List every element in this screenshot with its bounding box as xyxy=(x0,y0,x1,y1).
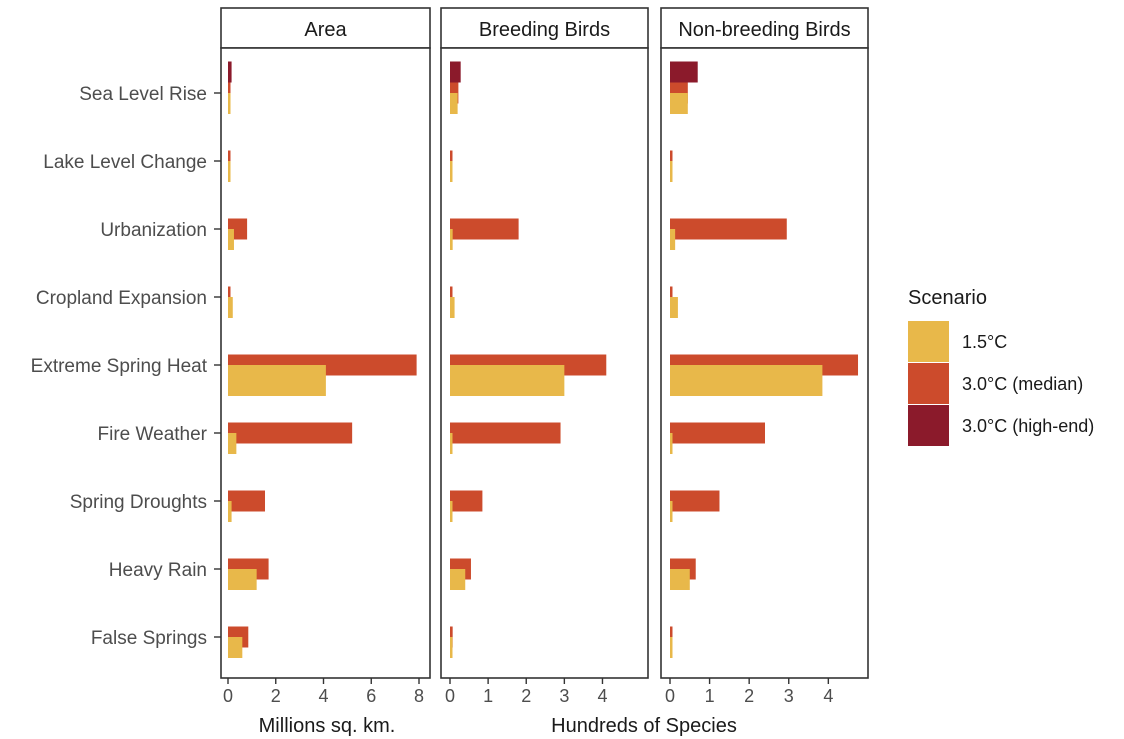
panels: Area Sea Level Rise — 3.0°C (high-end): 0… xyxy=(220,7,869,706)
bar: Spring Droughts — 3.0°C (median): 1.55 xyxy=(228,490,266,512)
bar: Urbanization — 3.0°C (median): 2.95 xyxy=(670,218,787,240)
x-tick-label: 8 xyxy=(414,686,424,706)
category-label: Fire Weather xyxy=(98,424,208,445)
x-tick-label: 1 xyxy=(483,686,493,706)
x-tick-label: 0 xyxy=(445,686,455,706)
x-tick-label: 3 xyxy=(784,686,794,706)
x-tick-label: 2 xyxy=(271,686,281,706)
x-tick-label: 0 xyxy=(665,686,675,706)
bar: Spring Droughts — 1.5°C: 0.15 xyxy=(228,501,232,522)
category-labels: Sea Level Rise Lake Level Change Urbanizat… xyxy=(31,84,221,649)
category-label: Lake Level Change xyxy=(43,152,207,173)
bar: Heavy Rain — 1.5°C: 1.2 xyxy=(228,569,257,590)
bar: Extreme Spring Heat — 1.5°C: 3 xyxy=(450,365,565,396)
bar: Spring Droughts — 1.5°C: 0.02 xyxy=(450,501,453,522)
bar: Extreme Spring Heat — 1.5°C: 3.85 xyxy=(670,365,823,396)
bar: Fire Weather — 3.0°C (median): 5.2 xyxy=(228,422,353,444)
category-label: False Springs xyxy=(91,628,207,649)
bar: Sea Level Rise — 3.0°C (high-end): 0.7 xyxy=(670,61,698,83)
bar: Heavy Rain — 1.5°C: 0.5 xyxy=(670,569,690,590)
bar: Sea Level Rise — 1.5°C: 0.05 xyxy=(228,93,231,114)
bar: Sea Level Rise — 3.0°C (high-end): 0.28 xyxy=(450,61,461,83)
bar: Sea Level Rise — 3.0°C (high-end): 0.15 xyxy=(228,61,232,83)
panel-2: Breeding Birds Sea Level Rise — 3.0°C (hi… xyxy=(440,7,649,706)
panel-strip xyxy=(440,7,649,49)
x-tick-label: 1 xyxy=(705,686,715,706)
bar: Extreme Spring Heat — 1.5°C: 4.1 xyxy=(228,365,326,396)
bar: Fire Weather — 3.0°C (median): 2.4 xyxy=(670,422,765,444)
bar: Urbanization — 1.5°C: 0.07 xyxy=(450,229,453,250)
panel-title: Non-breeding Birds xyxy=(678,19,850,41)
bar: Sea Level Rise — 1.5°C: 0.45 xyxy=(670,93,688,114)
legend-swatch xyxy=(908,321,949,362)
legend-label: 3.0°C (median) xyxy=(962,374,1083,394)
bar: Spring Droughts — 3.0°C (median): 0.85 xyxy=(450,490,483,512)
category-label: Urbanization xyxy=(100,220,207,241)
bar: Fire Weather — 1.5°C: 0.35 xyxy=(228,433,237,454)
legend-swatch xyxy=(908,363,949,404)
panel-title: Breeding Birds xyxy=(479,19,610,41)
category-label: Sea Level Rise xyxy=(79,84,207,105)
x-tick-label: 2 xyxy=(521,686,531,706)
category-label: Extreme Spring Heat xyxy=(31,356,208,377)
panel-1: Area Sea Level Rise — 3.0°C (high-end): 0… xyxy=(220,7,431,706)
bar: Spring Droughts — 1.5°C: 0.03 xyxy=(670,501,673,522)
legend-label: 1.5°C xyxy=(962,332,1007,352)
bar: False Springs — 1.5°C: 0.05 xyxy=(450,637,453,658)
bar: Lake Level Change — 1.5°C: 0.05 xyxy=(228,161,231,182)
category-label: Cropland Expansion xyxy=(36,288,207,309)
bar: Spring Droughts — 3.0°C (median): 1.25 xyxy=(670,490,720,512)
panel-strip xyxy=(660,7,869,49)
x-tick-label: 4 xyxy=(823,686,833,706)
bar: Urbanization — 3.0°C (median): 1.8 xyxy=(450,218,519,240)
bar: Urbanization — 1.5°C: 0.13 xyxy=(670,229,676,250)
panel-strip xyxy=(220,7,431,49)
bar: Cropland Expansion — 1.5°C: 0.12 xyxy=(450,297,455,318)
bar: False Springs — 1.5°C: 0.03 xyxy=(670,637,673,658)
bar: Lake Level Change — 1.5°C: 0.03 xyxy=(450,161,453,182)
x-tick-label: 6 xyxy=(366,686,376,706)
x-axis-label-area: Millions sq. km. xyxy=(259,715,396,737)
legend-title: Scenario xyxy=(908,287,987,309)
panel-title: Area xyxy=(304,19,347,41)
bar: Heavy Rain — 1.5°C: 0.4 xyxy=(450,569,466,590)
x-tick-label: 2 xyxy=(744,686,754,706)
bar: Fire Weather — 3.0°C (median): 2.9 xyxy=(450,422,561,444)
x-tick-label: 0 xyxy=(223,686,233,706)
category-label: Heavy Rain xyxy=(109,560,207,581)
x-tick-label: 4 xyxy=(318,686,328,706)
bar: Fire Weather — 1.5°C: 0.03 xyxy=(670,433,673,454)
bar: Fire Weather — 1.5°C: 0.03 xyxy=(450,433,453,454)
bar: Sea Level Rise — 1.5°C: 0.2 xyxy=(450,93,458,114)
legend-swatch xyxy=(908,405,949,446)
bar: Cropland Expansion — 1.5°C: 0.2 xyxy=(670,297,678,318)
x-axis-label-species: Hundreds of Species xyxy=(551,715,737,737)
legend-label: 3.0°C (high-end) xyxy=(962,416,1094,436)
category-label: Spring Droughts xyxy=(70,492,207,513)
x-tick-label: 3 xyxy=(559,686,569,706)
legend: Scenario 1.5°C 3.0°C (median) 3.0°C (high-… xyxy=(908,287,1094,446)
panel-3: Non-breeding Birds Sea Level Rise — 3.0°C… xyxy=(660,7,869,706)
bar: Cropland Expansion — 1.5°C: 0.2 xyxy=(228,297,233,318)
x-tick-label: 4 xyxy=(597,686,607,706)
bar: Urbanization — 1.5°C: 0.25 xyxy=(228,229,234,250)
bar: False Springs — 1.5°C: 0.6 xyxy=(228,637,243,658)
bar: Lake Level Change — 1.5°C: 0.03 xyxy=(670,161,673,182)
